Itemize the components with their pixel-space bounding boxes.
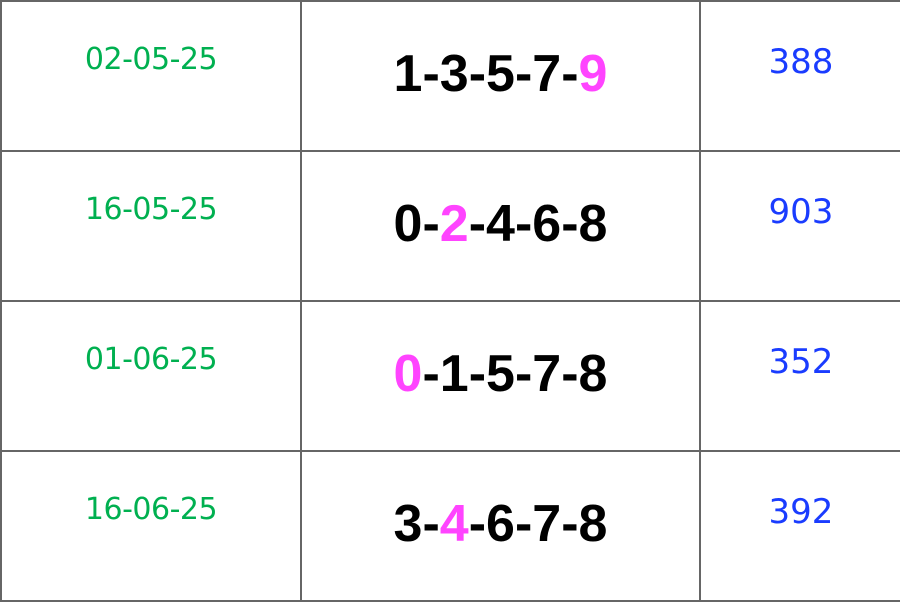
digit: 8 [578,495,608,553]
separator: - [514,495,533,553]
result-cell: 392 [699,450,900,602]
digit: 1 [393,45,423,103]
separator: - [468,345,487,403]
separator: - [514,195,533,253]
separator: - [468,495,487,553]
digit: 7 [532,495,562,553]
digits-text: 0-2-4-6-8 [302,194,699,254]
date-text: 16-06-25 [84,492,218,527]
separator: - [422,345,440,403]
date-text: 02-05-25 [84,42,218,77]
digit: 7 [532,345,562,403]
separator: - [561,495,579,553]
table-row: 02-05-25 1-3-5-7-9 388 [0,0,900,152]
digits-cell: 0-2-4-6-8 [300,150,701,302]
date-cell: 16-06-25 [0,450,302,602]
result-cell: 388 [699,0,900,152]
digit: 1 [439,345,469,403]
result-text: 392 [768,492,834,532]
digits-cell: 3-4-6-7-8 [300,450,701,602]
digit: 8 [578,195,608,253]
digits-text: 3-4-6-7-8 [302,494,699,554]
separator: - [422,495,440,553]
digit: 5 [486,345,515,403]
separator: - [514,345,533,403]
result-cell: 352 [699,300,900,452]
digit: 6 [532,195,562,253]
digit: 0 [393,195,423,253]
table-row: 01-06-25 0-1-5-7-8 352 [0,300,900,452]
result-cell: 903 [699,150,900,302]
separator: - [468,45,487,103]
table-row: 16-05-25 0-2-4-6-8 903 [0,150,900,302]
digit: 3 [393,495,423,553]
digits-text: 1-3-5-7-9 [302,44,699,104]
digits-cell: 1-3-5-7-9 [300,0,701,152]
digits-cell: 0-1-5-7-8 [300,300,701,452]
date-text: 01-06-25 [84,342,218,377]
digit: 8 [578,345,608,403]
digit: 6 [486,495,515,553]
separator: - [561,195,579,253]
digit: 4 [439,495,469,553]
digit: 7 [532,45,562,103]
digit: 4 [486,195,515,253]
digit: 9 [578,45,608,103]
separator: - [561,45,579,103]
result-text: 388 [768,42,834,82]
digit: 0 [393,345,423,403]
separator: - [561,345,579,403]
separator: - [514,45,533,103]
separator: - [468,195,487,253]
separator: - [422,195,440,253]
digit: 3 [439,45,469,103]
separator: - [422,45,440,103]
date-cell: 02-05-25 [0,0,302,152]
date-cell: 01-06-25 [0,300,302,452]
result-text: 352 [768,342,834,382]
digits-text: 0-1-5-7-8 [302,344,699,404]
digit: 2 [439,195,469,253]
date-cell: 16-05-25 [0,150,302,302]
date-text: 16-05-25 [84,192,218,227]
result-text: 903 [768,192,834,232]
digit: 5 [486,45,515,103]
table-row: 16-06-25 3-4-6-7-8 392 [0,450,900,602]
